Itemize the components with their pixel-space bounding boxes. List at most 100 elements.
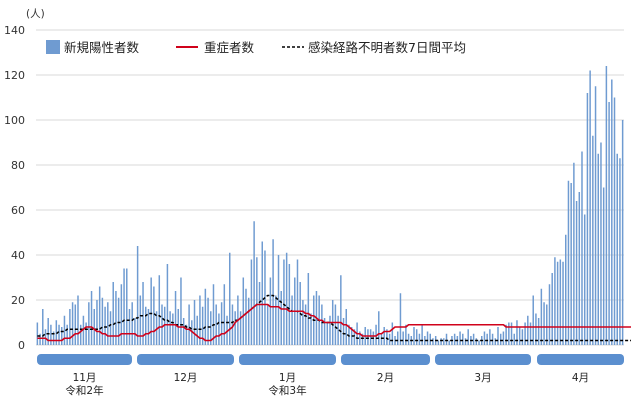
new-cases-bar xyxy=(302,300,304,345)
new-cases-bar xyxy=(611,79,613,345)
new-cases-bar xyxy=(424,336,426,345)
new-cases-bar xyxy=(594,86,597,345)
new-cases-bar xyxy=(407,333,410,345)
new-cases-bar xyxy=(82,315,85,345)
new-cases-bar xyxy=(155,311,158,345)
new-cases-bar xyxy=(231,304,234,345)
new-cases-bar xyxy=(559,259,562,345)
new-cases-bar xyxy=(283,259,285,345)
month-sublabel: 令和2年 xyxy=(65,384,103,397)
new-cases-bar xyxy=(616,153,618,345)
new-cases-bar xyxy=(489,329,491,345)
new-cases-bar xyxy=(223,284,226,345)
new-cases-bar xyxy=(326,322,329,345)
new-cases-bar xyxy=(139,295,142,345)
month-label: 11月 xyxy=(73,372,97,384)
y-tick-label: 60 xyxy=(11,204,25,217)
new-cases-bar xyxy=(513,333,515,345)
legend-label-new-cases: 新規陽性者数 xyxy=(64,40,140,55)
new-cases-bar xyxy=(261,241,263,345)
new-cases-bar xyxy=(101,297,104,345)
new-cases-bar xyxy=(245,288,247,345)
new-cases-bar xyxy=(334,304,337,345)
new-cases-bar xyxy=(415,329,418,345)
new-cases-bar xyxy=(491,333,494,345)
new-cases-bar xyxy=(524,322,526,345)
new-cases-bar xyxy=(150,277,152,345)
new-cases-bar xyxy=(565,234,567,345)
new-cases-bar xyxy=(272,239,274,345)
new-cases-bar xyxy=(589,70,591,345)
new-cases-bar xyxy=(527,315,529,345)
new-cases-bar xyxy=(112,282,114,345)
month-label: 12月 xyxy=(174,372,198,384)
new-cases-bar xyxy=(166,264,169,345)
new-cases-bar xyxy=(193,300,196,345)
new-cases-bar xyxy=(546,304,548,345)
grid-lines xyxy=(36,29,624,346)
new-cases-bar xyxy=(567,180,570,345)
month-band xyxy=(341,354,430,365)
new-cases-bar xyxy=(44,329,47,345)
new-cases-bar xyxy=(388,333,391,345)
month-label: 3月 xyxy=(474,372,491,384)
new-cases-bar xyxy=(529,322,532,345)
new-cases-bar xyxy=(537,318,540,345)
new-cases-bar xyxy=(191,320,193,345)
new-cases-bar xyxy=(421,324,423,345)
new-cases-bar xyxy=(554,257,556,345)
new-cases-bar xyxy=(115,291,117,345)
new-cases-bar xyxy=(280,291,282,345)
new-cases-bar xyxy=(307,273,310,345)
new-cases-bar xyxy=(426,331,429,345)
new-cases-bar xyxy=(158,275,161,345)
new-cases-bar xyxy=(429,333,431,345)
new-cases-bar xyxy=(499,333,502,345)
new-cases-bar xyxy=(185,324,188,345)
new-cases-bar xyxy=(437,340,440,345)
new-cases-bar xyxy=(42,309,44,345)
new-cases-bar xyxy=(204,288,207,345)
new-cases-bar xyxy=(440,338,442,345)
new-cases-bar xyxy=(462,333,464,345)
new-cases-bar xyxy=(256,257,258,345)
new-cases-bar xyxy=(229,252,231,345)
new-cases-bar xyxy=(405,324,407,345)
new-cases-bar xyxy=(592,135,594,345)
new-cases-bar xyxy=(321,304,323,345)
new-cases-bar xyxy=(182,318,185,345)
month-band xyxy=(239,354,336,365)
new-cases-bar xyxy=(340,275,342,345)
new-cases-bar xyxy=(510,322,513,345)
new-cases-bar xyxy=(288,264,291,345)
new-cases-bar xyxy=(47,318,49,345)
unknown-route-avg-series xyxy=(37,294,631,342)
new-cases-bar xyxy=(218,313,220,345)
new-cases-bar xyxy=(277,255,280,345)
y-tick-label: 0 xyxy=(18,339,25,352)
new-cases-bar xyxy=(196,315,198,345)
month-label: 1月 xyxy=(279,372,296,384)
new-cases-bar xyxy=(145,306,147,345)
new-cases-bar xyxy=(329,315,331,345)
new-cases-bar xyxy=(169,311,171,345)
new-cases-bar xyxy=(453,333,456,345)
new-cases-bar xyxy=(69,309,71,345)
new-cases-bar xyxy=(207,297,209,345)
new-cases-bar xyxy=(578,192,581,345)
new-cases-bar xyxy=(258,282,261,345)
new-cases-bar xyxy=(575,201,578,345)
new-cases-bar xyxy=(210,311,212,345)
new-cases-bar xyxy=(556,261,559,345)
new-cases-bar xyxy=(613,97,616,345)
new-cases-bar xyxy=(147,309,150,345)
new-cases-bar xyxy=(378,311,380,345)
new-cases-bar xyxy=(483,331,486,345)
new-cases-bar xyxy=(250,259,253,345)
new-cases-bar xyxy=(220,302,223,345)
new-cases-bar xyxy=(134,318,136,345)
new-cases-bar xyxy=(597,153,599,345)
new-cases-bar xyxy=(239,311,242,345)
new-cases-bar xyxy=(418,333,421,345)
